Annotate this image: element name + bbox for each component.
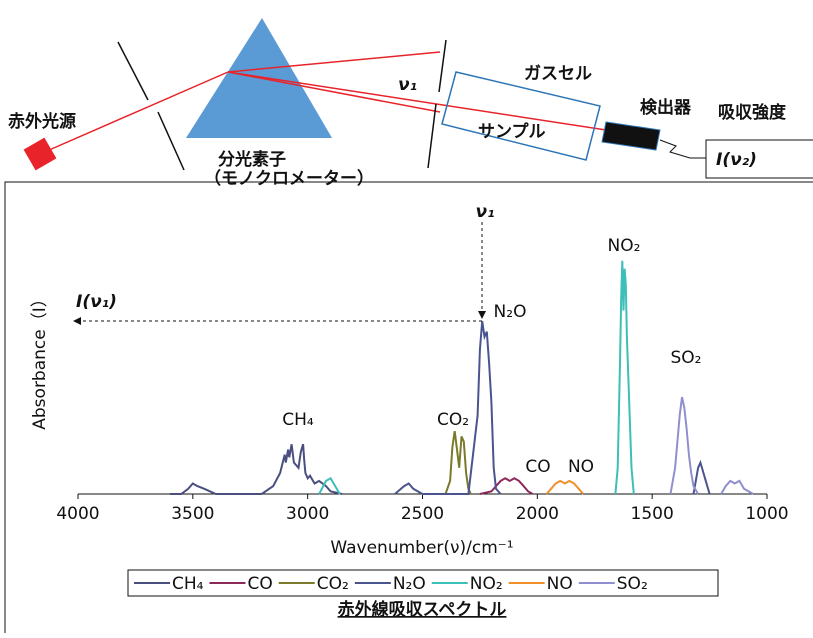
spectrum-line — [170, 444, 342, 494]
label: 分光素子 — [218, 149, 286, 170]
label: 赤外光源 — [8, 111, 76, 132]
annotation: CH₄ — [282, 410, 314, 430]
label: I(ν₂) — [716, 150, 757, 170]
annotation: I(ν₁) — [76, 292, 117, 312]
label: 検出器 — [640, 97, 692, 118]
legend-label: CO₂ — [317, 574, 349, 594]
label: サンプル — [478, 121, 546, 142]
slit — [439, 40, 446, 92]
x-tick-label: 2000 — [516, 504, 559, 524]
annotation: ν₁ — [475, 202, 494, 222]
x-axis-label: Wavenumber(ν)/cm⁻¹ — [330, 538, 513, 558]
legend-label: NO — [547, 574, 573, 594]
legend-label: NO₂ — [470, 574, 503, 594]
x-tick-label: 1000 — [745, 504, 788, 524]
y-axis-label: Absorbance（I） — [30, 290, 50, 429]
gas-cell — [442, 72, 600, 160]
legend-label: CO — [247, 574, 272, 594]
x-tick-label: 3500 — [171, 504, 214, 524]
slit — [158, 112, 184, 170]
label: ν₁ — [398, 75, 417, 95]
spectrum-line — [480, 478, 533, 494]
label: 吸収強度 — [718, 102, 787, 123]
x-tick-label: 4000 — [56, 504, 99, 524]
legend-label: N₂O — [393, 574, 426, 594]
annotation: CO₂ — [437, 410, 469, 430]
spectrum-line — [671, 397, 754, 494]
spectrum-line — [395, 321, 710, 494]
legend-label: CH₄ — [172, 574, 204, 594]
chart-title: 赤外線吸収スペクトル — [338, 599, 507, 620]
x-tick-label: 1500 — [631, 504, 674, 524]
annotation: CO — [525, 457, 550, 477]
label: ガスセル — [524, 64, 592, 84]
x-tick-label: 3000 — [286, 504, 329, 524]
slit — [118, 42, 148, 100]
wire — [660, 140, 706, 158]
annotation: NO₂ — [608, 236, 641, 256]
page: 赤外光源 分光素子 （モノクロメーター） ν₁ ガスセル サンプル 検出器 吸収… — [0, 0, 813, 633]
chart-frame — [5, 182, 813, 633]
chart: Wavenumber(ν)/cm⁻¹ Absorbance（I） 赤外線吸収スペ… — [30, 290, 718, 620]
spectrum-line — [547, 481, 584, 494]
annotation: N₂O — [494, 302, 527, 322]
annotation: SO₂ — [671, 348, 702, 368]
annotation: NO — [568, 457, 594, 477]
label: （モノクロメーター） — [204, 168, 374, 189]
setup-diagram: 赤外光源 分光素子 （モノクロメーター） ν₁ ガスセル サンプル 検出器 吸収… — [8, 18, 813, 189]
legend-label: SO₂ — [617, 574, 648, 594]
detector — [602, 122, 660, 150]
x-tick-label: 2500 — [401, 504, 444, 524]
spectrum-line — [446, 431, 471, 494]
slit — [428, 104, 436, 168]
